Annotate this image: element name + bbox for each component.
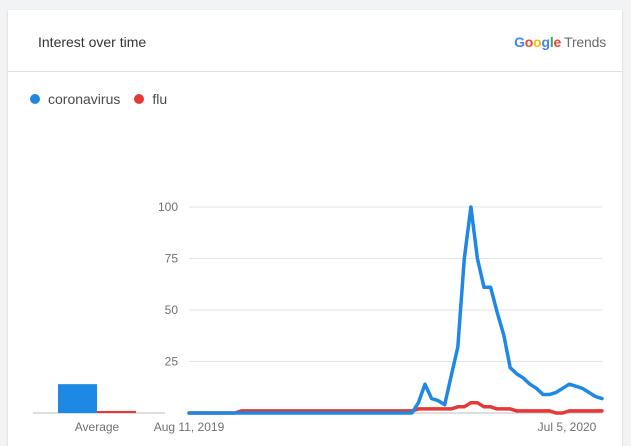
y-tick-label: 100	[158, 200, 178, 214]
google-letter: o	[524, 34, 534, 50]
x-tick-label: Aug 11, 2019	[154, 420, 225, 434]
y-tick-label: 50	[165, 303, 179, 317]
average-bar-coronavirus	[58, 384, 97, 413]
google-letter: l	[549, 34, 554, 50]
interest-over-time-card: Interest over time Google Trends coronavi…	[8, 10, 622, 446]
average-label: Average	[75, 420, 120, 434]
google-letter: G	[514, 34, 525, 50]
chart-legend: coronavirus flu	[30, 90, 181, 108]
google-wordmark: Google	[514, 34, 561, 50]
average-bar-flu	[97, 410, 136, 413]
y-tick-label: 75	[165, 252, 179, 266]
card-title: Interest over time	[38, 34, 147, 50]
google-letter: g	[541, 34, 550, 50]
series-line-flu	[187, 400, 604, 415]
legend-label-flu: flu	[152, 91, 168, 107]
trends-wordmark: Trends	[564, 34, 606, 50]
legend-dot-flu	[134, 94, 145, 104]
series-line-coronavirus	[187, 205, 604, 415]
google-letter: e	[553, 34, 562, 50]
legend-label-coronavirus: coronavirus	[48, 91, 121, 107]
x-tick-label: Jul 5, 2020	[538, 420, 597, 434]
card-header: Interest over time Google Trends	[8, 10, 622, 72]
interest-line-chart: 25 50 75 100 Average Aug 11, 2019 Jul 5, 2020	[33, 200, 604, 434]
y-tick-label: 25	[165, 355, 179, 369]
legend-dot-coronavirus	[30, 94, 40, 104]
google-letter: o	[533, 34, 542, 50]
legend-item-flu[interactable]: flu	[134, 91, 167, 107]
legend-item-coronavirus[interactable]: coronavirus	[30, 91, 120, 107]
google-trends-logo[interactable]: Google Trends	[514, 34, 606, 50]
